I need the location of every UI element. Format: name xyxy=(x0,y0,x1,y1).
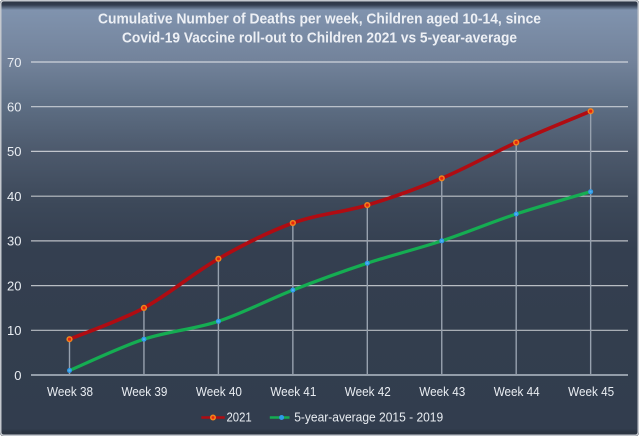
svg-text:Week 43: Week 43 xyxy=(419,384,465,399)
svg-text:Week 42: Week 42 xyxy=(345,384,391,399)
svg-text:Week 38: Week 38 xyxy=(47,384,93,399)
svg-text:Week 44: Week 44 xyxy=(494,384,540,399)
svg-text:50: 50 xyxy=(7,144,21,159)
svg-text:60: 60 xyxy=(7,100,21,115)
svg-text:2021: 2021 xyxy=(227,410,252,425)
svg-text:5-year-average 2015 - 2019: 5-year-average 2015 - 2019 xyxy=(294,410,443,425)
svg-text:10: 10 xyxy=(7,323,21,338)
svg-text:20: 20 xyxy=(7,278,21,293)
svg-text:40: 40 xyxy=(7,189,21,204)
svg-text:0: 0 xyxy=(14,368,21,383)
svg-text:30: 30 xyxy=(7,234,21,249)
svg-text:Week 41: Week 41 xyxy=(270,384,316,399)
svg-text:Week 40: Week 40 xyxy=(196,384,242,399)
svg-text:70: 70 xyxy=(7,55,21,70)
svg-text:Covid-19 Vaccine roll-out to C: Covid-19 Vaccine roll-out to Children 20… xyxy=(122,29,517,46)
svg-text:Week 39: Week 39 xyxy=(121,384,167,399)
svg-text:Cumulative Number of Deaths pe: Cumulative Number of Deaths per week, Ch… xyxy=(98,10,541,27)
svg-text:Week 45: Week 45 xyxy=(568,384,614,399)
